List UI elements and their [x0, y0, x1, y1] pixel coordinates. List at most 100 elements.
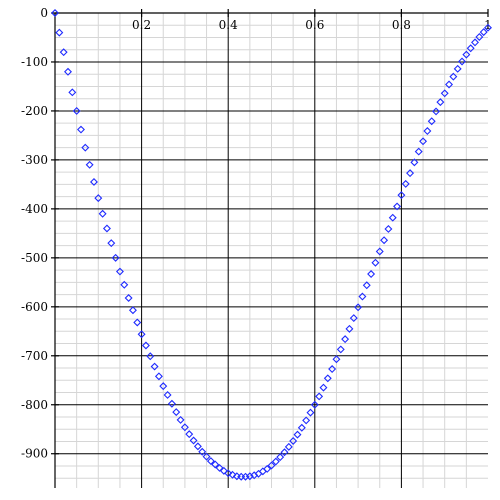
- data-point: [98, 209, 107, 218]
- data-point: [315, 392, 324, 401]
- data-point: [59, 48, 68, 57]
- data-point: [323, 374, 332, 383]
- data-point: [341, 335, 350, 344]
- data-point: [328, 365, 337, 373]
- data-point: [133, 318, 142, 327]
- x-tick-label: 0.8: [392, 18, 411, 32]
- data-point: [471, 38, 479, 47]
- data-point: [180, 423, 189, 432]
- data-point: [371, 258, 380, 267]
- data-point: [319, 383, 328, 392]
- major-gridlines: [55, 13, 488, 488]
- data-point: [206, 457, 215, 466]
- data-point: [146, 352, 155, 361]
- data-point: [432, 107, 441, 116]
- data-point: [167, 399, 176, 408]
- data-point: [423, 127, 432, 135]
- x-tick-label: 0.4: [219, 18, 238, 32]
- data-point: [150, 362, 159, 371]
- data-point: [163, 390, 172, 399]
- data-point: [55, 28, 64, 37]
- data-point: [475, 33, 484, 41]
- data-point: [384, 224, 393, 233]
- data-point: [289, 437, 298, 445]
- data-point: [466, 44, 475, 53]
- data-point: [354, 303, 363, 312]
- data-point: [380, 236, 389, 245]
- x-tick-label: 0.2: [132, 18, 151, 32]
- data-point: [375, 247, 384, 256]
- data-point: [215, 463, 224, 472]
- data-point: [211, 460, 220, 469]
- y-tick-label: -600: [21, 300, 48, 314]
- data-point: [263, 464, 272, 473]
- data-point: [367, 270, 376, 278]
- data-point: [185, 430, 194, 439]
- data-point: [436, 98, 445, 107]
- data-point: [137, 330, 146, 339]
- data-point: [349, 314, 358, 323]
- y-tick-label: -100: [21, 55, 48, 69]
- data-point: [332, 355, 341, 364]
- data-point: [458, 57, 466, 66]
- data-point: [414, 147, 423, 156]
- tick-labels: 0.2 0.4 0.6 0.8 10-100-200-300-400-500-600-7…: [21, 6, 492, 461]
- data-point: [141, 341, 150, 350]
- data-points: [51, 9, 492, 481]
- data-point: [128, 306, 137, 315]
- data-point: [293, 430, 302, 439]
- data-point: [271, 457, 280, 466]
- data-point: [401, 179, 410, 188]
- data-point: [219, 466, 228, 475]
- data-point: [51, 9, 59, 17]
- data-point: [85, 160, 94, 169]
- data-point: [107, 239, 116, 248]
- data-point: [310, 400, 319, 409]
- data-point: [64, 67, 72, 76]
- data-point: [89, 177, 98, 186]
- data-point: [453, 64, 462, 73]
- y-tick-label: -500: [21, 251, 48, 265]
- data-point: [362, 281, 371, 290]
- data-point: [397, 191, 406, 200]
- y-tick-label: -400: [21, 202, 48, 216]
- data-point: [202, 452, 211, 461]
- data-point: [245, 472, 254, 481]
- data-point: [193, 442, 202, 451]
- data-point: [280, 448, 289, 457]
- data-point: [484, 23, 492, 32]
- data-point: [124, 294, 133, 302]
- data-point: [120, 280, 129, 289]
- data-point: [189, 436, 198, 445]
- data-point: [393, 202, 402, 211]
- data-point: [102, 224, 111, 233]
- data-point: [449, 72, 458, 81]
- data-point: [284, 442, 293, 451]
- data-point: [111, 253, 120, 262]
- data-point: [345, 324, 354, 333]
- minor-gridlines: [55, 13, 488, 488]
- data-point: [410, 158, 419, 167]
- data-point: [172, 408, 181, 417]
- y-tick-label: -700: [21, 349, 48, 363]
- y-tick-label: -900: [21, 447, 48, 461]
- data-point: [462, 50, 471, 59]
- data-point: [228, 470, 237, 479]
- data-point: [198, 447, 207, 456]
- data-point: [176, 415, 185, 424]
- data-point: [267, 461, 276, 470]
- data-point: [81, 143, 90, 152]
- data-point: [154, 372, 163, 381]
- data-point: [115, 267, 124, 276]
- data-point: [224, 469, 233, 478]
- data-point: [72, 106, 81, 115]
- data-point: [297, 423, 306, 432]
- axes: [51, 9, 489, 488]
- data-point: [306, 408, 315, 417]
- data-point: [336, 345, 345, 354]
- y-tick-label: -200: [21, 104, 48, 118]
- data-point: [419, 137, 428, 146]
- data-point: [440, 89, 449, 98]
- data-point: [406, 169, 415, 178]
